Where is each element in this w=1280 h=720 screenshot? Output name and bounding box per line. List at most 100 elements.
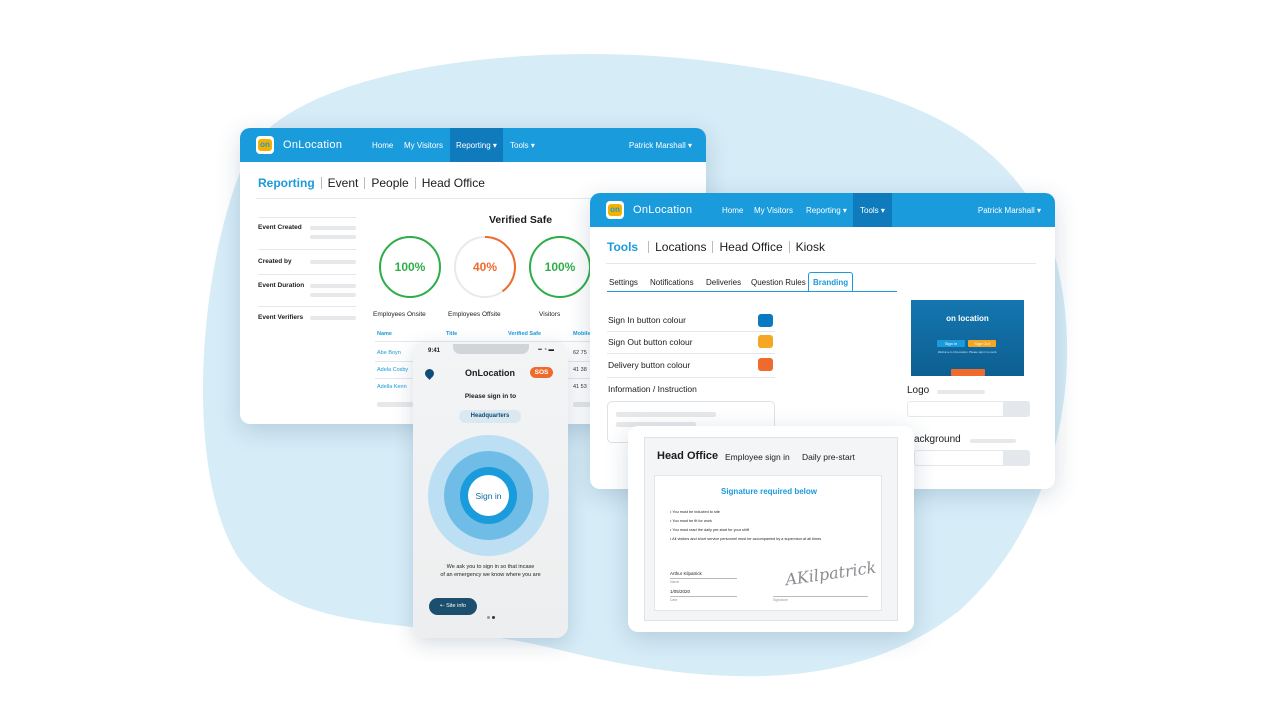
- date-caption: Date: [670, 598, 678, 602]
- nav-reporting[interactable]: Reporting ▾: [450, 128, 503, 162]
- ring-value: 100%: [394, 260, 426, 274]
- progress-ring: 40%: [452, 234, 518, 300]
- location-chip[interactable]: Headquarters: [459, 410, 521, 423]
- sign-in-button[interactable]: Sign in: [468, 475, 509, 516]
- row-divider: [607, 377, 775, 378]
- tab-branding[interactable]: Branding: [808, 272, 854, 292]
- status-icons: ▪▪ ◔ ▬: [538, 347, 554, 353]
- kiosk-screen: Head Office Employee sign in Daily pre-s…: [644, 437, 898, 621]
- tab-notifications[interactable]: Notifications: [650, 277, 694, 287]
- placeholder-bar: [937, 390, 985, 394]
- ring-label: Visitors: [539, 311, 561, 318]
- col-name[interactable]: Name: [377, 331, 392, 337]
- breadcrumb: Reporting Event People Head Office: [258, 176, 485, 190]
- col-mobile[interactable]: Mobile: [573, 331, 591, 337]
- onlocation-logo[interactable]: on: [256, 136, 274, 154]
- sign-in-colour-swatch[interactable]: [758, 314, 773, 327]
- onlocation-logo[interactable]: on: [606, 201, 624, 219]
- table-row-name[interactable]: Abe Boyn: [377, 350, 401, 356]
- preview-sign-out-button: Sign Out: [968, 340, 996, 347]
- delivery-colour-swatch[interactable]: [758, 358, 773, 371]
- col-verified-safe[interactable]: Verified Safe: [508, 331, 542, 337]
- phone-app: 9:41 ▪▪ ◔ ▬ OnLocation SOS Please sign i…: [413, 342, 568, 638]
- logo-label: Logo: [907, 385, 930, 396]
- breadcrumb-event[interactable]: Event: [327, 176, 359, 190]
- note-line: of an emergency we know where you are: [440, 572, 541, 578]
- site-info-button[interactable]: ⇠ Site info: [429, 598, 477, 615]
- ring-value: 100%: [544, 260, 576, 274]
- brand-name: OnLocation: [283, 139, 343, 151]
- row-divider: [607, 331, 775, 332]
- tab-question-rules[interactable]: Question Rules: [751, 277, 806, 287]
- ring-arc: [379, 236, 441, 298]
- app-title: OnLocation: [465, 368, 515, 378]
- placeholder-bar: [310, 226, 356, 230]
- nav-my-visitors[interactable]: My Visitors: [754, 205, 793, 215]
- breadcrumb-reporting[interactable]: Reporting: [258, 176, 315, 190]
- sign-in-colour-label: Sign In button colour: [608, 315, 686, 325]
- rule-item: • You must be inducted to site: [670, 510, 720, 514]
- nav-tools[interactable]: Tools ▾: [853, 193, 892, 227]
- table-row-mobile: 41 53: [573, 384, 587, 390]
- tab-settings[interactable]: Settings: [609, 277, 638, 287]
- date-underline: [670, 596, 737, 597]
- tab-employee-sign-in[interactable]: Employee sign in: [725, 452, 790, 462]
- page-dot: [492, 616, 495, 619]
- upload-button[interactable]: [1003, 402, 1029, 416]
- breadcrumb-locations[interactable]: Locations: [655, 240, 707, 254]
- page-indicator: [487, 616, 495, 619]
- logo-upload-field[interactable]: [907, 401, 1030, 417]
- signature-scribble[interactable]: AKilpatrick: [784, 557, 878, 590]
- sign-out-colour-swatch[interactable]: [758, 335, 773, 348]
- event-verifiers-label: Event Verifiers: [258, 314, 304, 321]
- breadcrumb-head-office[interactable]: Head Office: [421, 176, 485, 190]
- meta-divider: [258, 306, 356, 307]
- background-upload-field[interactable]: [914, 450, 1030, 466]
- kiosk-signature-card: Head Office Employee sign in Daily pre-s…: [628, 426, 914, 632]
- meta-divider: [258, 217, 356, 218]
- progress-ring: 100%: [377, 234, 443, 300]
- sign-in-note: We ask you to sign in so that incase of …: [413, 563, 568, 579]
- placeholder-bar: [310, 284, 356, 288]
- tab-daily-pre-start[interactable]: Daily pre-start: [802, 452, 855, 462]
- nav-home[interactable]: Home: [722, 205, 744, 215]
- placeholder-bar: [310, 293, 356, 297]
- date-value: 1/05/2020: [670, 589, 691, 594]
- nav-my-visitors[interactable]: My Visitors: [404, 140, 443, 150]
- tab-deliveries[interactable]: Deliveries: [706, 277, 742, 287]
- sign-in-button-label: Sign in: [475, 490, 502, 501]
- progress-ring-graphic: [379, 236, 441, 298]
- progress-ring: 100%: [527, 234, 593, 300]
- breadcrumb-tools[interactable]: Tools: [607, 240, 639, 254]
- sign-out-colour-label: Sign Out button colour: [608, 337, 693, 347]
- breadcrumb-kiosk[interactable]: Kiosk: [795, 240, 825, 254]
- breadcrumb-people[interactable]: People: [371, 176, 409, 190]
- status-time: 9:41: [428, 348, 441, 354]
- col-title[interactable]: Title: [446, 331, 458, 337]
- table-row-name[interactable]: Adela Cosby: [377, 367, 409, 373]
- placeholder-bar: [377, 402, 413, 407]
- preview-delivery-button: [951, 369, 985, 376]
- user-menu[interactable]: Patrick Marshall ▾: [628, 140, 692, 150]
- breadcrumb-head-office[interactable]: Head Office: [719, 240, 783, 254]
- placeholder-bar: [310, 316, 356, 320]
- rule-item: • You must be fit for work: [670, 519, 712, 523]
- user-menu[interactable]: Patrick Marshall ▾: [977, 205, 1041, 215]
- placeholder-bar: [616, 412, 716, 417]
- placeholder-bar: [970, 439, 1016, 443]
- breadcrumb-divider: [320, 177, 322, 189]
- sos-button[interactable]: SOS: [530, 367, 553, 378]
- note-line: We ask you to sign in so that incase: [446, 564, 535, 570]
- preview-logo: on location: [946, 314, 989, 323]
- signature-underline: [773, 596, 868, 597]
- table-row-name[interactable]: Adella Kenn: [377, 384, 407, 390]
- nav-reporting[interactable]: Reporting ▾: [806, 205, 847, 215]
- upload-button[interactable]: [1003, 451, 1029, 465]
- page-dot: [487, 616, 490, 619]
- nav-tools[interactable]: Tools ▾: [510, 140, 535, 150]
- nav-home[interactable]: Home: [372, 140, 394, 150]
- kiosk-preview: on location Sign in Sign Out Welcome to …: [911, 300, 1024, 376]
- background-label: ackground: [914, 434, 961, 445]
- ring-arc: [454, 236, 516, 298]
- signature-form: Signature required below • You must be i…: [654, 475, 882, 611]
